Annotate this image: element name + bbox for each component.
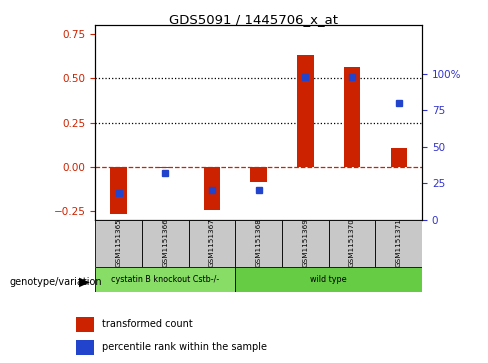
Bar [76, 317, 94, 332]
FancyBboxPatch shape [95, 220, 142, 267]
Text: GSM1151365: GSM1151365 [116, 218, 122, 267]
Text: percentile rank within the sample: percentile rank within the sample [102, 342, 267, 352]
Text: wild type: wild type [310, 275, 347, 284]
Text: GDS5091 / 1445706_x_at: GDS5091 / 1445706_x_at [169, 13, 338, 26]
Bar [297, 56, 313, 167]
FancyBboxPatch shape [282, 220, 329, 267]
Text: GSM1151370: GSM1151370 [349, 218, 355, 267]
Text: GSM1151368: GSM1151368 [256, 218, 262, 267]
Polygon shape [79, 278, 90, 287]
FancyBboxPatch shape [188, 220, 235, 267]
Bar [110, 167, 127, 214]
FancyBboxPatch shape [95, 267, 235, 292]
FancyBboxPatch shape [375, 220, 422, 267]
FancyBboxPatch shape [142, 220, 188, 267]
Bar [250, 167, 267, 182]
Bar [157, 167, 173, 168]
Text: GSM1151367: GSM1151367 [209, 218, 215, 267]
Bar [344, 67, 360, 167]
Text: GSM1151371: GSM1151371 [396, 218, 402, 267]
Bar [76, 339, 94, 355]
FancyBboxPatch shape [235, 267, 422, 292]
Bar [390, 148, 407, 167]
Text: cystatin B knockout Cstb-/-: cystatin B knockout Cstb-/- [111, 275, 219, 284]
Text: GSM1151369: GSM1151369 [303, 218, 308, 267]
Text: GSM1151366: GSM1151366 [162, 218, 168, 267]
Bar [204, 167, 220, 210]
FancyBboxPatch shape [235, 220, 282, 267]
Text: genotype/variation: genotype/variation [10, 277, 102, 287]
FancyBboxPatch shape [329, 220, 375, 267]
Text: transformed count: transformed count [102, 319, 193, 330]
